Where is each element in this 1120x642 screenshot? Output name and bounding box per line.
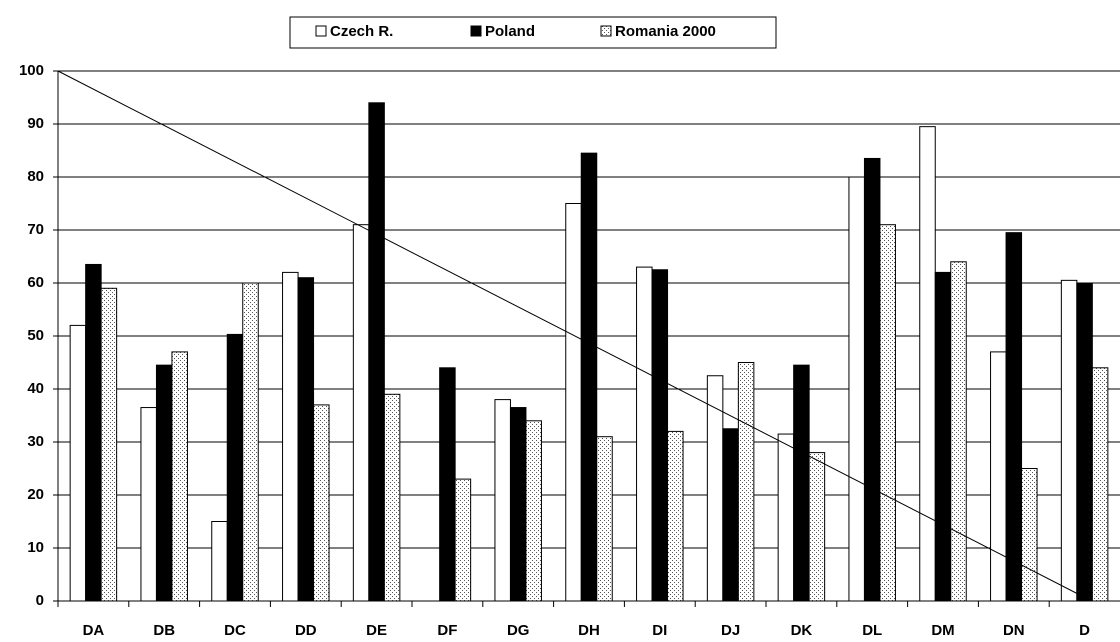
bar [368, 102, 385, 602]
bar [879, 224, 896, 602]
bar [651, 269, 669, 602]
x-tick-label: DB [153, 622, 175, 639]
y-tick-label: 30 [27, 433, 44, 450]
x-tick-label: DM [931, 622, 954, 639]
legend-swatch [315, 25, 327, 37]
y-tick-label: 40 [27, 380, 44, 397]
bar [848, 176, 865, 602]
y-tick-label: 20 [27, 486, 44, 503]
bar [242, 282, 259, 602]
legend-swatch [470, 25, 482, 37]
y-tick-label: 0 [36, 592, 44, 609]
x-tick-label: DH [578, 622, 600, 639]
bar [722, 428, 739, 602]
x-tick-label: DA [83, 622, 105, 639]
legend-box [289, 16, 777, 49]
legend-label: Romania 2000 [615, 23, 716, 40]
bar [1060, 279, 1078, 602]
bar [808, 452, 826, 602]
bar [297, 277, 315, 602]
bar [1076, 282, 1093, 602]
x-tick-label: DL [862, 622, 882, 639]
bar [667, 430, 684, 602]
bar [282, 271, 299, 602]
bar [509, 407, 527, 602]
bar [863, 157, 881, 602]
bar [919, 126, 936, 602]
y-tick-label: 70 [27, 221, 44, 238]
bar [596, 436, 613, 602]
y-tick-label: 100 [19, 62, 44, 79]
bar [580, 152, 598, 602]
bar [171, 351, 188, 602]
bar [85, 263, 102, 602]
bar [313, 404, 330, 602]
legend-label: Czech R. [330, 23, 393, 40]
bar [990, 351, 1007, 602]
x-tick-label: DJ [721, 622, 740, 639]
x-tick-label: D [1079, 622, 1090, 639]
x-tick-label: DD [295, 622, 317, 639]
x-tick-label: DN [1003, 622, 1025, 639]
bar [439, 367, 456, 602]
bar [140, 407, 157, 602]
bar [934, 271, 952, 602]
bar [525, 420, 542, 602]
x-tick-label: DF [437, 622, 457, 639]
bar [777, 433, 795, 602]
y-tick-label: 10 [27, 539, 44, 556]
bar [636, 266, 653, 602]
reference-line [57, 70, 1092, 602]
bar [1021, 468, 1038, 602]
bar [1091, 367, 1109, 602]
bar [565, 203, 582, 602]
bar [100, 287, 118, 602]
bar [383, 393, 401, 602]
y-tick-label: 60 [27, 274, 44, 291]
bar [1005, 232, 1023, 602]
x-tick-label: DI [652, 622, 667, 639]
bar [737, 362, 755, 602]
bar [211, 521, 228, 602]
bar [793, 364, 810, 602]
bar [706, 375, 724, 602]
y-tick-label: 50 [27, 327, 44, 344]
bar [226, 333, 244, 602]
x-tick-label: DE [366, 622, 387, 639]
x-tick-label: DC [224, 622, 246, 639]
x-tick-label: DK [791, 622, 813, 639]
bar [454, 478, 472, 602]
legend-label: Poland [485, 23, 535, 40]
y-tick-label: 80 [27, 168, 44, 185]
bar [69, 324, 87, 602]
bar [494, 399, 511, 602]
legend-swatch [600, 25, 612, 37]
bar [352, 224, 370, 602]
bar [950, 261, 967, 602]
x-tick-label: DG [507, 622, 530, 639]
bar [155, 364, 173, 602]
y-tick-label: 90 [27, 115, 44, 132]
